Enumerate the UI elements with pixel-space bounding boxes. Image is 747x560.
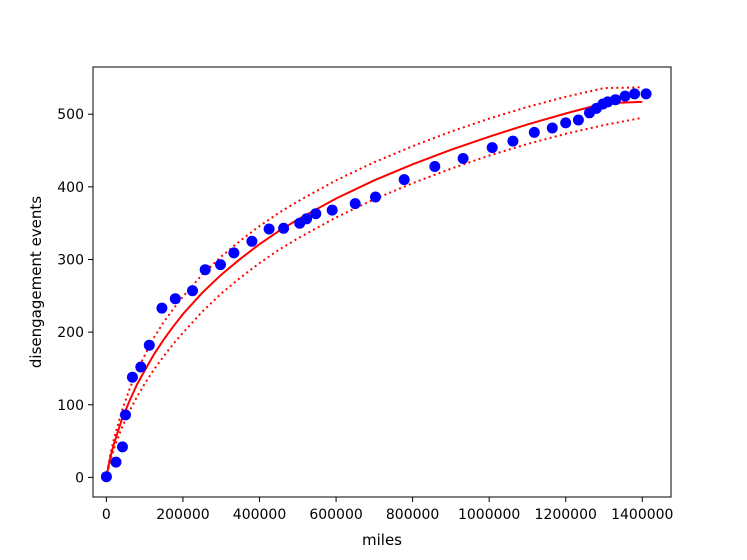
data-point bbox=[457, 153, 469, 164]
x-tick-label: 1000000 bbox=[458, 507, 520, 523]
data-point bbox=[187, 285, 198, 297]
data-point bbox=[629, 88, 641, 100]
data-point bbox=[215, 259, 226, 271]
data-point bbox=[486, 142, 498, 154]
data-point bbox=[117, 441, 128, 453]
x-tick-label: 200000 bbox=[156, 507, 209, 523]
data-point bbox=[310, 208, 322, 220]
x-axis-label: miles bbox=[362, 531, 402, 549]
data-point bbox=[263, 223, 275, 235]
x-tick-label: 600000 bbox=[309, 507, 362, 523]
plot-frame bbox=[92, 66, 672, 498]
x-tick-label: 400000 bbox=[233, 507, 286, 523]
data-point bbox=[126, 371, 138, 383]
data-point bbox=[572, 114, 584, 126]
y-tick-label: 100 bbox=[57, 398, 84, 414]
x-tick-label: 1400000 bbox=[611, 507, 673, 523]
data-point bbox=[228, 247, 240, 259]
data-point bbox=[528, 126, 540, 138]
data-point bbox=[507, 135, 519, 147]
x-tick-label: 0 bbox=[102, 507, 111, 523]
y-tick-label: 300 bbox=[57, 252, 84, 268]
y-tick-label: 200 bbox=[57, 325, 84, 341]
y-tick-label: 0 bbox=[75, 470, 84, 486]
data-point bbox=[546, 122, 558, 134]
data-point bbox=[370, 191, 381, 203]
data-point bbox=[349, 198, 361, 210]
data-point bbox=[278, 222, 290, 234]
axes-layer: 0 200000 400000 600000 800000 1000000 1200000 1… bbox=[57, 66, 673, 523]
data-point bbox=[246, 235, 258, 247]
data-point bbox=[398, 174, 410, 186]
data-point bbox=[429, 161, 441, 172]
confidence-band-line-3 bbox=[106, 116, 643, 475]
data-point bbox=[120, 409, 131, 421]
data-point bbox=[135, 361, 147, 373]
data-point bbox=[156, 302, 168, 314]
data-point bbox=[301, 213, 313, 225]
data-point bbox=[169, 293, 181, 305]
data-point bbox=[143, 339, 155, 351]
data-point bbox=[640, 88, 652, 100]
y-tick-label: 500 bbox=[57, 107, 84, 123]
data-point bbox=[199, 264, 211, 276]
data-point bbox=[110, 456, 122, 468]
x-tick-label: 1200000 bbox=[535, 507, 597, 523]
x-tick-label: 800000 bbox=[386, 507, 439, 523]
plot-layer bbox=[100, 86, 652, 483]
data-point bbox=[610, 94, 621, 106]
data-point bbox=[560, 117, 572, 129]
data-point bbox=[100, 471, 112, 483]
y-axis-label: disengagement events bbox=[27, 196, 45, 368]
data-point bbox=[326, 204, 338, 216]
fit-line-1 bbox=[106, 100, 643, 474]
y-tick-label: 400 bbox=[57, 180, 84, 196]
data-point bbox=[619, 90, 631, 102]
